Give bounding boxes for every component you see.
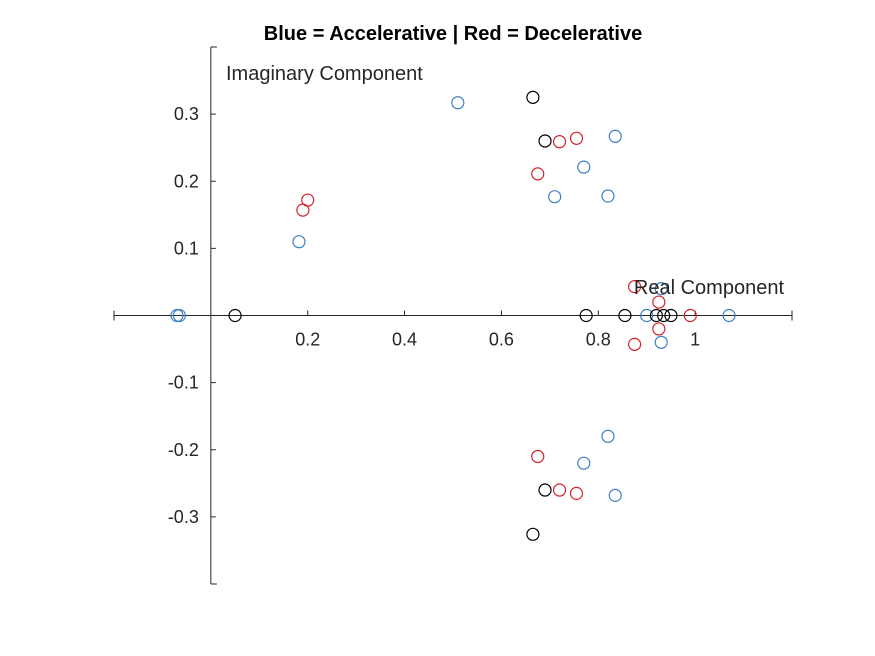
data-point <box>577 456 591 470</box>
y-tick-label: -0.2 <box>168 440 199 460</box>
x-tick-label: 0.8 <box>586 330 611 350</box>
data-point <box>628 337 642 351</box>
data-point <box>172 308 186 323</box>
data-point <box>228 308 242 323</box>
y-tick-label: 0.3 <box>174 104 199 124</box>
data-point <box>569 486 584 500</box>
data-point <box>654 282 668 296</box>
data-point <box>649 308 664 323</box>
x-axis-label: Real Component <box>634 277 785 299</box>
data-point <box>531 167 545 181</box>
data-point <box>451 96 465 110</box>
data-point <box>652 295 666 309</box>
data-point <box>538 483 552 497</box>
data-point <box>601 189 615 203</box>
ticks: 0.2 0.4 0.6 0.8 1 -0.3 -0.2 -0.1 0.1 0.2 0.3 <box>168 104 700 527</box>
data-point <box>531 449 545 464</box>
data-point <box>683 308 697 323</box>
y-tick-label: -0.1 <box>168 373 199 393</box>
data-point <box>552 135 567 149</box>
data-point <box>601 429 615 443</box>
data-point <box>722 308 736 323</box>
data-point <box>618 308 632 323</box>
data-point <box>292 235 306 249</box>
data-point <box>608 488 622 502</box>
data-point <box>652 322 666 336</box>
data-point <box>608 129 622 143</box>
x-tick-label: 0.4 <box>392 330 417 350</box>
x-tick-label: 0.2 <box>295 330 320 350</box>
data-point <box>538 134 552 148</box>
data-point <box>628 280 642 294</box>
data-point <box>579 308 593 323</box>
data-point <box>657 308 671 323</box>
data-point <box>526 527 540 541</box>
x-tick-label: 1 <box>690 330 700 350</box>
data-point <box>640 308 654 323</box>
data-point <box>664 308 678 323</box>
data-point <box>526 90 540 104</box>
data-point <box>552 483 567 497</box>
y-tick-label: 0.1 <box>174 238 199 258</box>
data-point <box>654 335 668 349</box>
x-tick-label: 0.6 <box>489 330 514 350</box>
y-tick-label: 0.2 <box>174 171 199 191</box>
markers <box>170 90 736 541</box>
axes <box>113 46 793 585</box>
data-point <box>577 160 591 174</box>
y-axis-label: Imaginary Component <box>226 63 423 85</box>
data-point <box>301 193 315 207</box>
chart-title: Blue = Accelerative | Red = Decelerative <box>264 23 642 45</box>
data-point <box>548 190 562 204</box>
data-point <box>569 131 584 145</box>
y-tick-label: -0.3 <box>168 507 199 527</box>
